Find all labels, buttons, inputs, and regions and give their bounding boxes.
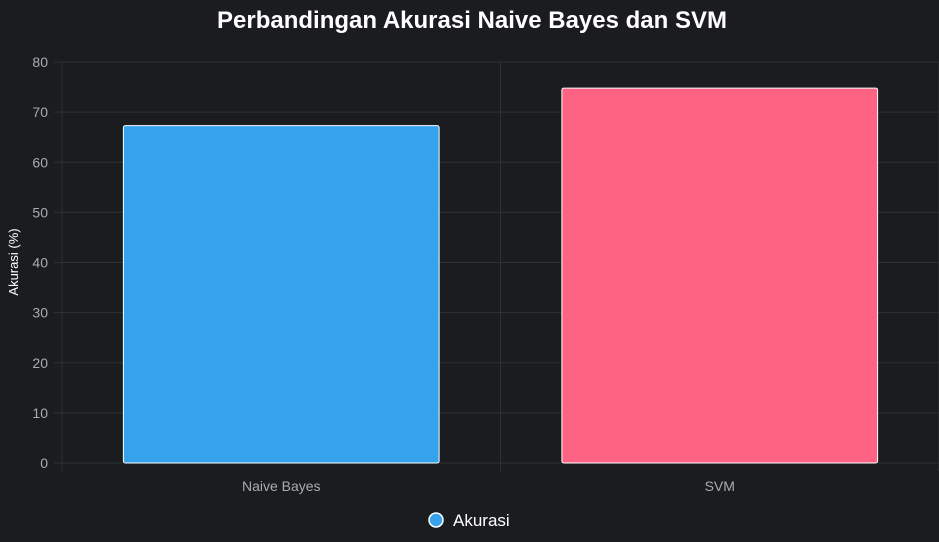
y-tick-label: 20	[32, 355, 48, 371]
y-tick-label: 40	[32, 255, 48, 271]
x-tick-label: Naive Bayes	[242, 478, 321, 494]
legend-label-akurasi[interactable]: Akurasi	[453, 511, 510, 530]
bars	[122, 87, 879, 464]
bar-naive-bayes[interactable]	[122, 125, 440, 464]
x-axis-ticks: Naive Bayes SVM	[242, 478, 735, 494]
y-tick-label: 80	[32, 54, 48, 70]
y-tick-label: 60	[32, 154, 48, 170]
chart-title: Perbandingan Akurasi Naive Bayes dan SVM	[217, 7, 727, 34]
legend[interactable]: Akurasi	[428, 511, 510, 530]
x-tick-label: SVM	[705, 478, 735, 494]
y-axis-title: Akurasi (%)	[6, 228, 21, 295]
y-tick-label: 0	[40, 455, 48, 471]
y-tick-label: 30	[32, 305, 48, 321]
y-tick-label: 70	[32, 104, 48, 120]
legend-marker-akurasi[interactable]	[428, 512, 444, 528]
y-tick-label: 10	[32, 405, 48, 421]
bar-svm[interactable]	[561, 87, 879, 464]
y-axis-ticks: 0 10 20 30 40 50 60 70 80	[32, 54, 48, 471]
y-tick-label: 50	[32, 204, 48, 220]
